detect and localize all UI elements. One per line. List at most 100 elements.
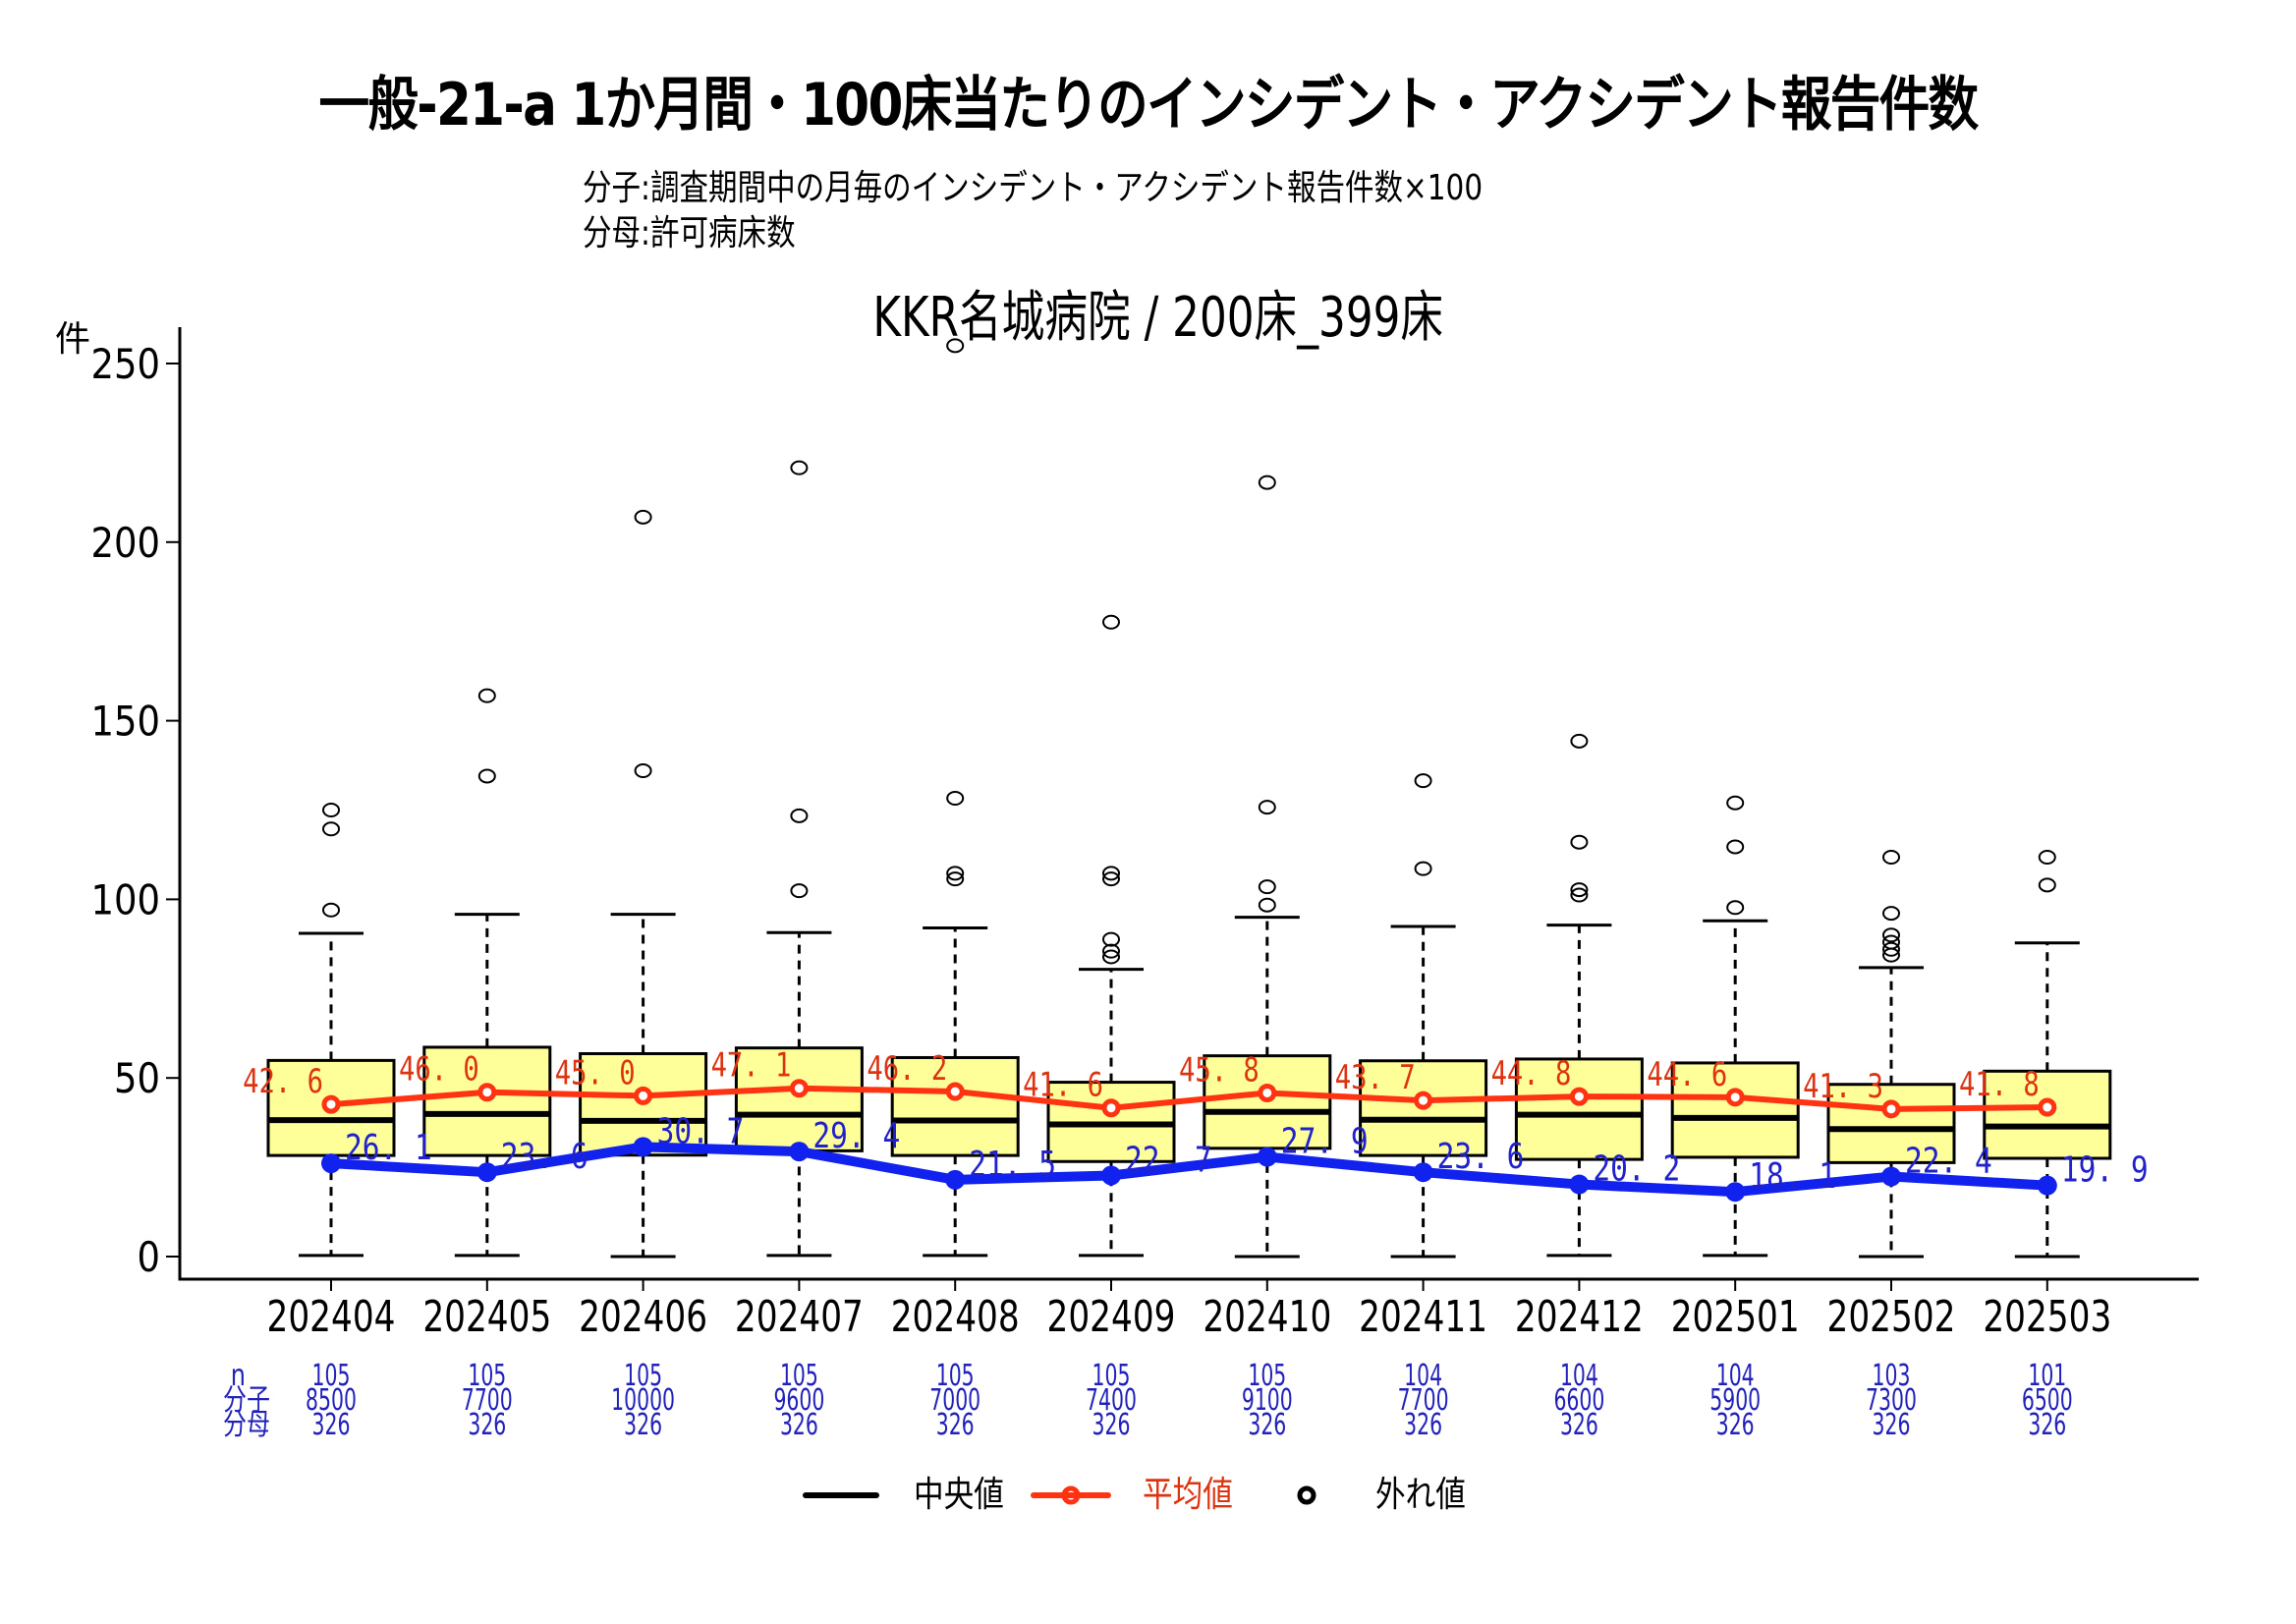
line-series (321, 1079, 2057, 1203)
legend-mean-swatch-marker (1061, 1485, 1081, 1505)
box-series (266, 338, 2112, 1259)
outlier-point (1102, 866, 1120, 881)
x-tick-label: 202409 (1047, 1292, 1176, 1342)
table-denominator-value: 326 (624, 1408, 662, 1442)
y-axis-label: 件 (55, 319, 91, 360)
hospital-value-label: 21. 5 (969, 1143, 1056, 1185)
table-denominator-value: 326 (1404, 1408, 1442, 1442)
table-n-value: 103 (1873, 1359, 1911, 1393)
outlier-point (477, 688, 496, 703)
hospital-value-label: 26. 1 (345, 1126, 432, 1168)
x-tick-label: 202502 (1827, 1292, 1956, 1342)
hospital-value-label: 20. 2 (1593, 1148, 1680, 1190)
table-denominator-value: 326 (1873, 1408, 1911, 1442)
outlier-point (322, 803, 340, 817)
hospital-point (1881, 1166, 1901, 1187)
hospital-line (330, 1142, 2048, 1198)
hospital-value-label: 30. 7 (657, 1109, 745, 1151)
boxplot-202407 (734, 460, 864, 1258)
hospital-value-label: 29. 4 (812, 1114, 900, 1156)
mean-value-label: 47. 1 (711, 1046, 792, 1086)
mean-point (1101, 1098, 1121, 1118)
table-n-value: 104 (1716, 1359, 1755, 1393)
outlier-point (1570, 834, 1589, 850)
mean-value-label: 46. 0 (399, 1050, 479, 1090)
iqr-box (890, 1055, 1020, 1157)
table-numerator-value: 8500 (306, 1383, 357, 1418)
boxplot-202502 (1826, 849, 1956, 1259)
x-tick-label: 202404 (267, 1292, 396, 1342)
x-tick-label: 202406 (579, 1292, 707, 1342)
table-denominator-value: 326 (1716, 1408, 1755, 1442)
axes: 0 50 100 150 200 250 202404 202405 202406 202407 2… (90, 327, 2199, 1342)
mean-point (321, 1094, 341, 1114)
hospital-point (1101, 1165, 1121, 1186)
x-tick-label: 202407 (735, 1292, 864, 1342)
table-n-value: 105 (312, 1359, 351, 1393)
outlier-point (322, 902, 340, 918)
y-tick-label: 250 (90, 341, 160, 389)
outlier-point (1258, 879, 1276, 895)
x-tick-label: 202503 (1983, 1292, 2111, 1342)
mean-value-label: 43. 7 (1335, 1058, 1416, 1097)
outlier-point (946, 338, 965, 354)
data-labels: 42. 6 46. 0 45. 0 47. 1 46. 2 41. 6 45. 8 43. 7… (243, 1046, 2148, 1197)
table-denominator-value: 326 (780, 1408, 818, 1442)
mean-point (1258, 1083, 1277, 1102)
hospital-point (633, 1137, 653, 1157)
iqr-box (1826, 1083, 1956, 1164)
hospital-value-label: 18. 1 (1749, 1154, 1836, 1197)
outlier-point (1726, 900, 1745, 916)
hospital-value-label: 19. 9 (2061, 1148, 2149, 1191)
mean-point (634, 1086, 653, 1105)
outlier-point (1258, 897, 1276, 913)
table-n-value: 105 (936, 1359, 975, 1393)
outlier-point (1258, 475, 1276, 490)
table-numerator-value: 7000 (929, 1383, 980, 1418)
iqr-box (1514, 1057, 1644, 1161)
legend-outlier-label: 外れ値 (1375, 1475, 1466, 1515)
boxplot-202408 (890, 338, 1020, 1258)
iqr-box (1670, 1061, 1800, 1159)
table-numerator-value: 9100 (1242, 1383, 1293, 1418)
outlier-point (1570, 887, 1589, 903)
table-n-value: 105 (468, 1359, 506, 1393)
table-numerator-value: 9600 (773, 1383, 824, 1418)
table-numerator-value: 5900 (1709, 1383, 1761, 1418)
mean-value-label: 41. 6 (1023, 1066, 1103, 1105)
legend-outlier-swatch (1297, 1485, 1316, 1505)
table-n-value: 104 (1404, 1359, 1442, 1393)
mean-point (2038, 1097, 2057, 1117)
table-n-value: 104 (1560, 1359, 1598, 1393)
hospital-value-label: 23. 6 (501, 1135, 588, 1177)
mean-value-label: 45. 0 (555, 1053, 636, 1092)
table-numerator-value: 7700 (1398, 1383, 1449, 1418)
hospital-point (1413, 1162, 1433, 1183)
outlier-point (1882, 927, 1900, 943)
x-tick-label: 202408 (891, 1292, 1020, 1342)
boxplot-202503 (1983, 849, 2112, 1259)
table-numerator-value: 6500 (2022, 1383, 2073, 1418)
table-numerator-value: 6600 (1553, 1383, 1604, 1418)
iqr-box (1983, 1069, 2112, 1160)
table-n-value: 105 (1248, 1359, 1286, 1393)
table-row-label: 分母 (223, 1408, 270, 1441)
table-denominator-value: 326 (1248, 1408, 1286, 1442)
mean-point (945, 1082, 965, 1101)
outlier-point (1102, 871, 1120, 887)
hospital-point (1725, 1182, 1746, 1203)
x-tick-label: 202405 (422, 1292, 551, 1342)
outlier-point (1726, 795, 1745, 811)
numerator-definition: 分子:調査期間中の月毎のインシデント・アクシデント報告件数×100 (583, 168, 1484, 208)
mean-value-label: 41. 8 (1959, 1065, 2040, 1104)
table-denominator-value: 326 (312, 1408, 351, 1442)
x-tick-label: 202411 (1359, 1292, 1487, 1342)
mean-line (330, 1085, 2047, 1112)
mean-point (1881, 1099, 1901, 1119)
outlier-point (790, 460, 809, 476)
hospital-point (321, 1153, 341, 1174)
outlier-point (790, 883, 809, 899)
hospital-point (476, 1162, 497, 1183)
outlier-point (1882, 906, 1900, 922)
